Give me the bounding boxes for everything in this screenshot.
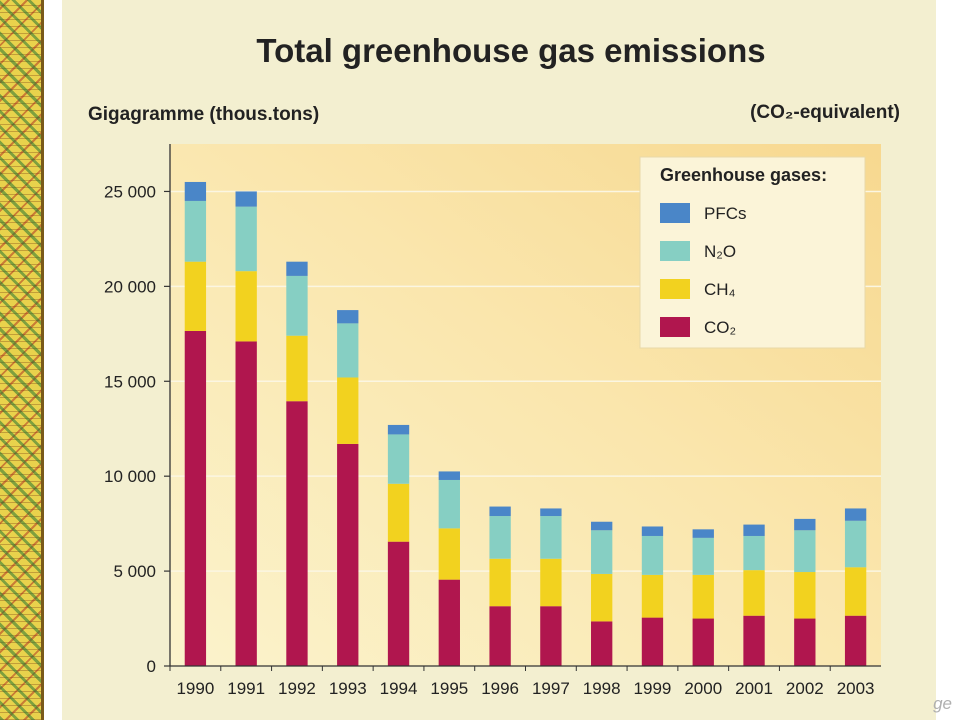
- bar-1995-CH₄: [438, 528, 460, 580]
- unit-note: (CO₂-equivalent): [750, 102, 900, 123]
- bar-1993-N₂O: [337, 323, 359, 378]
- bar-1996-PFCs: [489, 506, 511, 517]
- bar-1999-CO₂: [641, 617, 664, 666]
- bar-2002-N₂O: [794, 530, 816, 573]
- legend-label-CO₂: CO₂: [704, 318, 736, 337]
- bar-2000-CH₄: [692, 574, 714, 619]
- x-tick-label: 1991: [227, 679, 265, 698]
- bar-1995-N₂O: [438, 479, 460, 529]
- bar-2000-PFCs: [692, 529, 714, 538]
- legend-swatch-CO₂: [660, 317, 690, 337]
- legend-swatch-PFCs: [660, 203, 690, 223]
- x-tick-label: 1999: [634, 679, 672, 698]
- bar-1998-N₂O: [591, 530, 613, 574]
- bar-1993-PFCs: [337, 310, 359, 324]
- bar-1999-N₂O: [641, 535, 664, 575]
- bar-2001-N₂O: [743, 535, 765, 571]
- bar-1991-CH₄: [235, 271, 257, 342]
- bar-2002-CH₄: [794, 572, 816, 619]
- legend: Greenhouse gases: PFCs N₂O CH₄ CO₂: [639, 156, 866, 349]
- edge-text: ge: [933, 694, 952, 713]
- x-tick-label: 2002: [786, 679, 824, 698]
- legend-swatch-N₂O: [660, 241, 690, 261]
- bar-1994-CH₄: [387, 483, 410, 542]
- bar-1995-CO₂: [438, 579, 460, 666]
- bar-2001-CH₄: [743, 570, 765, 616]
- decorative-border-strip: [0, 0, 44, 720]
- legend-label-PFCs: PFCs: [704, 204, 747, 223]
- bar-1996-N₂O: [489, 516, 511, 559]
- x-tick-label: 1996: [481, 679, 519, 698]
- bar-2003-CH₄: [844, 567, 867, 616]
- legend-title: Greenhouse gases:: [660, 165, 827, 185]
- bar-1992-CO₂: [286, 401, 308, 666]
- bar-1991-CO₂: [235, 341, 257, 666]
- legend-label-CH₄: CH₄: [704, 280, 736, 299]
- x-tick-label: 1992: [278, 679, 316, 698]
- bar-2001-CO₂: [743, 615, 765, 666]
- bar-2003-N₂O: [844, 520, 867, 568]
- bar-1995-PFCs: [438, 471, 460, 480]
- bar-1991-N₂O: [235, 206, 257, 272]
- bar-1990-CO₂: [184, 330, 207, 666]
- bar-1996-CO₂: [489, 606, 511, 666]
- y-tick-label: 10 000: [104, 467, 156, 486]
- x-tick-label: 1993: [329, 679, 367, 698]
- axes: 0 5 000 10 000 15 000 20 000 25 000 1990 1991 19…: [104, 144, 881, 698]
- bar-1994-CO₂: [387, 541, 410, 666]
- bar-1994-PFCs: [387, 424, 410, 435]
- bar-1998-CO₂: [591, 621, 613, 666]
- x-tick-label: 1998: [583, 679, 621, 698]
- x-tick-label: 1995: [430, 679, 468, 698]
- legend-swatch-CH₄: [660, 279, 690, 299]
- bar-1997-PFCs: [540, 508, 562, 517]
- bar-1994-N₂O: [387, 434, 410, 484]
- x-tick-label: 2003: [837, 679, 875, 698]
- chart-title: Total greenhouse gas emissions: [256, 32, 765, 69]
- bar-1996-CH₄: [489, 558, 511, 607]
- bar-1999-PFCs: [641, 526, 664, 536]
- bar-1993-CH₄: [337, 377, 359, 444]
- bar-2003-CO₂: [844, 615, 867, 666]
- bar-1992-N₂O: [286, 275, 308, 336]
- y-tick-label: 0: [147, 657, 156, 676]
- y-tick-label: 25 000: [104, 182, 156, 201]
- bar-2002-PFCs: [794, 518, 816, 531]
- bar-1998-PFCs: [591, 521, 613, 531]
- bar-1992-PFCs: [286, 261, 308, 276]
- bar-1997-CH₄: [540, 558, 562, 607]
- bar-1992-CH₄: [286, 335, 308, 402]
- bars: [184, 181, 867, 666]
- bar-1991-PFCs: [235, 191, 257, 207]
- bar-2002-CO₂: [794, 618, 816, 666]
- x-tick-label: 1997: [532, 679, 570, 698]
- y-tick-label: 5 000: [113, 562, 156, 581]
- bar-2000-CO₂: [692, 618, 714, 666]
- x-tick-label: 1994: [380, 679, 418, 698]
- bar-1999-CH₄: [641, 574, 664, 618]
- bar-1997-CO₂: [540, 606, 562, 666]
- bar-2003-PFCs: [844, 508, 867, 521]
- bar-2001-PFCs: [743, 524, 765, 536]
- y-axis-label: Gigagramme (thous.tons): [88, 104, 319, 125]
- x-tick-label: 2001: [735, 679, 773, 698]
- x-tick-label: 1990: [176, 679, 214, 698]
- bar-2000-N₂O: [692, 537, 714, 575]
- y-tick-label: 20 000: [104, 277, 156, 296]
- bar-1997-N₂O: [540, 516, 562, 559]
- bar-1990-CH₄: [184, 261, 207, 331]
- bar-1993-CO₂: [337, 443, 359, 666]
- bar-1990-PFCs: [184, 181, 207, 201]
- bar-1998-CH₄: [591, 573, 613, 622]
- bar-1990-N₂O: [184, 200, 207, 262]
- legend-label-N₂O: N₂O: [704, 242, 736, 261]
- x-tick-label: 2000: [684, 679, 722, 698]
- y-tick-label: 15 000: [104, 372, 156, 391]
